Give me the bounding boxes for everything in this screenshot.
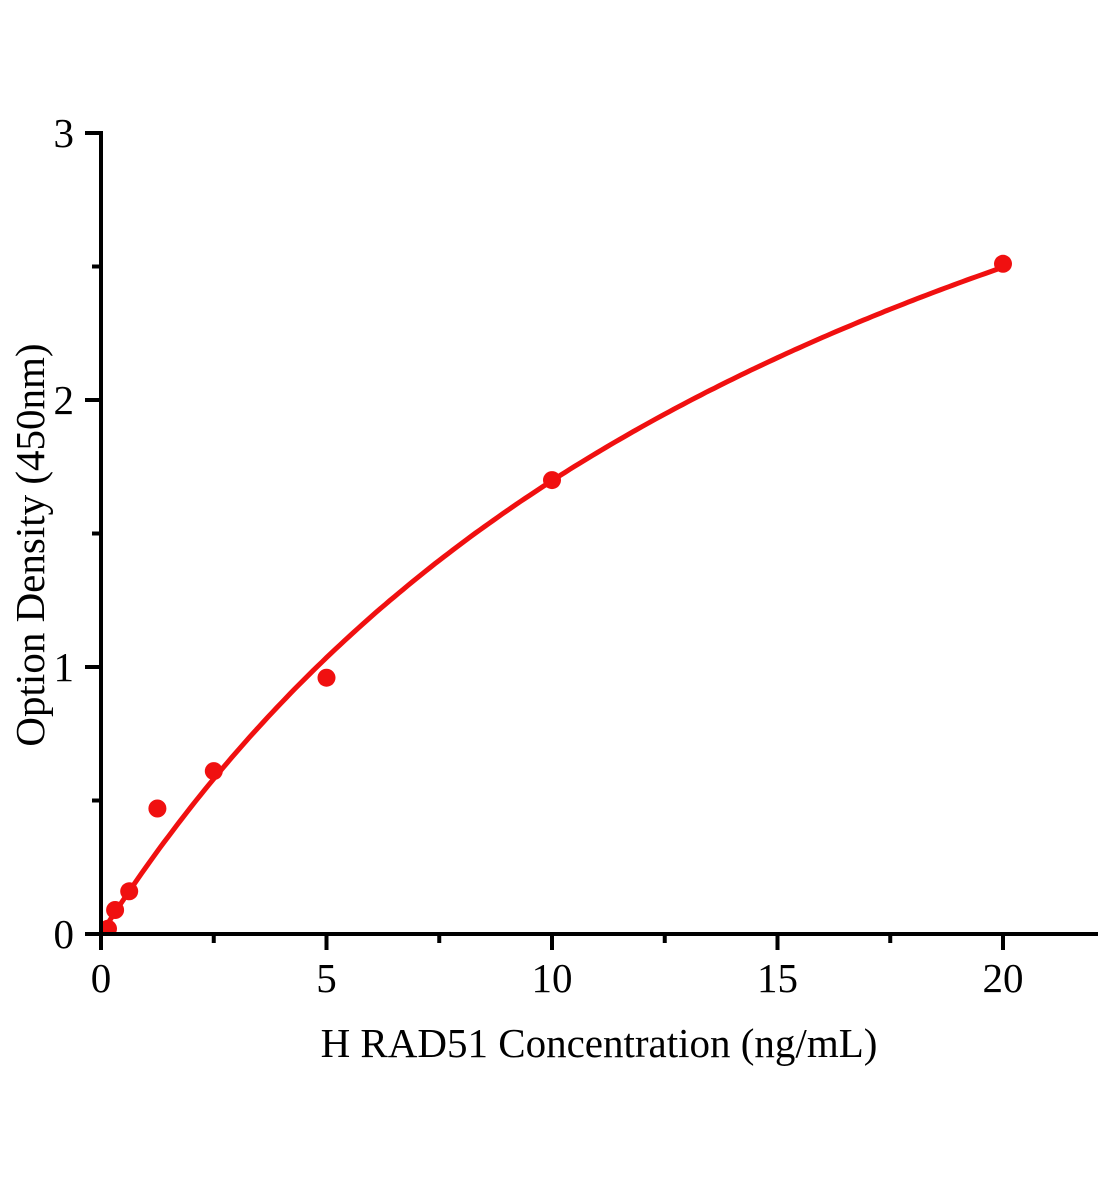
y-axis-title: Option Density (450nm) [7, 343, 53, 746]
x-axis-title: H RAD51 Concentration (ng/mL) [321, 1020, 878, 1066]
x-tick-label: 20 [983, 955, 1024, 1001]
x-tick-label: 0 [91, 955, 112, 1001]
y-tick-label: 2 [54, 377, 75, 423]
data-point [543, 471, 561, 490]
data-layer [101, 254, 1012, 936]
fit-curve [101, 264, 1006, 936]
axes [85, 131, 1098, 950]
x-tick-label: 10 [532, 955, 573, 1001]
data-point [994, 254, 1012, 273]
data-point [148, 799, 167, 818]
data-point [106, 901, 125, 919]
x-tick-label: 15 [757, 955, 798, 1001]
y-tick-label: 0 [54, 911, 75, 957]
y-tick-label: 1 [54, 644, 75, 690]
y-tick-label: 3 [54, 110, 75, 156]
data-point [317, 668, 336, 687]
data-point [204, 762, 223, 781]
data-point [120, 882, 139, 901]
x-tick-label: 5 [316, 955, 337, 1001]
data-point [101, 919, 117, 936]
plot-area: 0 5 10 15 20 0 1 2 3 [54, 110, 1098, 1001]
